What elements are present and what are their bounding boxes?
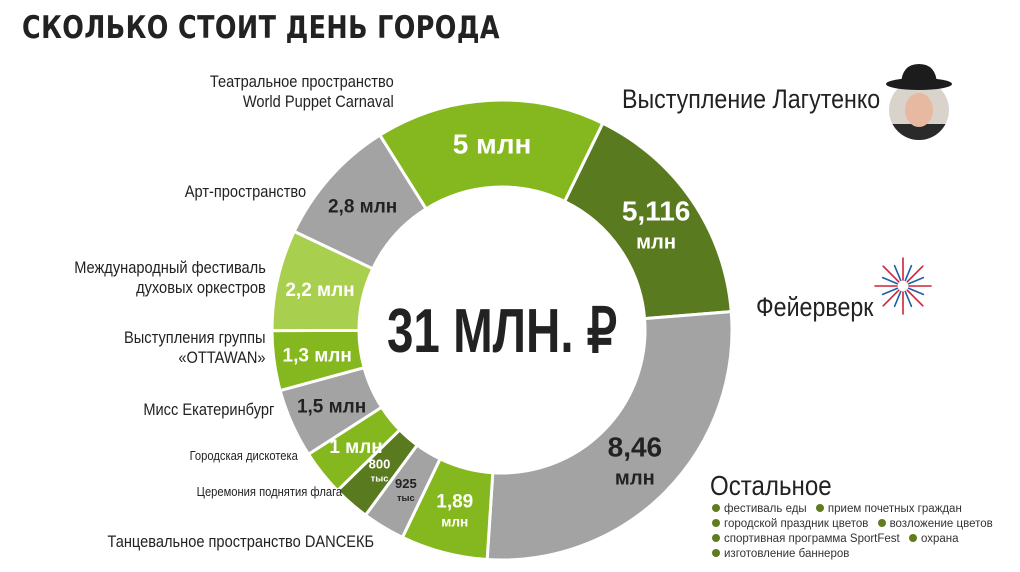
label-ottawan: Выступления группы «OTTAWAN» xyxy=(124,328,266,367)
other-item: охрана xyxy=(908,533,959,545)
slice-value-label: 1 млн xyxy=(329,437,382,458)
other-item: изготовление баннеров xyxy=(712,548,849,560)
label-festival: Международный фестиваль духовых оркестро… xyxy=(74,258,266,297)
label-fireworks: Фейерверк xyxy=(756,292,874,322)
label-other: Остальное xyxy=(710,470,832,501)
slice-value-label: 8,46 млн xyxy=(608,432,663,490)
total-label: 31 МЛН. ₽ xyxy=(387,297,617,366)
label-disco: Городская дискотека xyxy=(189,448,298,463)
slice-value-label: 925 тыс xyxy=(395,476,417,503)
page-title: СКОЛЬКО СТОИТ ДЕНЬ ГОРОДА xyxy=(22,10,500,46)
slice-value-label: 2,8 млн xyxy=(328,197,397,218)
donut-slice xyxy=(485,310,734,562)
person-portrait-icon xyxy=(886,64,952,140)
other-item: прием почетных граждан xyxy=(815,503,962,515)
fireworks-icon xyxy=(874,257,932,315)
bullet-icon xyxy=(815,504,824,512)
other-item: спортивная программа SportFest xyxy=(712,533,900,545)
slice-value-label: 5 млн xyxy=(453,129,532,160)
slice-value-label: 2,2 млн xyxy=(285,280,354,301)
label-flag: Церемония поднятия флага xyxy=(196,484,342,499)
label-dance: Танцевальное пространство DANCEКБ xyxy=(107,532,374,551)
bullet-icon xyxy=(877,519,886,527)
label-art: Арт-пространство xyxy=(184,182,306,201)
other-item: возложение цветов xyxy=(877,518,993,530)
slice-value-label: 800 тыс xyxy=(369,457,391,484)
slice-value-label: 5,116 млн xyxy=(622,196,691,254)
other-items-list: фестиваль еды прием почетных граждан гор… xyxy=(712,502,1012,562)
slice-value-label: 1,89 млн xyxy=(436,492,473,530)
label-lagutenko: Выступление Лагутенко xyxy=(622,84,881,114)
bullet-icon xyxy=(712,549,720,557)
bullet-icon xyxy=(712,534,720,542)
slice-value-label: 1,3 млн xyxy=(283,346,352,367)
slice-value-label: 1,5 млн xyxy=(297,396,366,417)
bullet-icon xyxy=(712,504,720,512)
other-item: фестиваль еды xyxy=(712,503,807,515)
bullet-icon xyxy=(712,519,720,527)
other-item: городской праздник цветов xyxy=(712,518,868,530)
label-miss: Мисс Екатеринбург xyxy=(142,400,274,419)
donut-slice xyxy=(292,133,429,271)
bullet-icon xyxy=(908,534,917,542)
label-theatre: Театральное пространство World Puppet Ca… xyxy=(210,72,394,111)
